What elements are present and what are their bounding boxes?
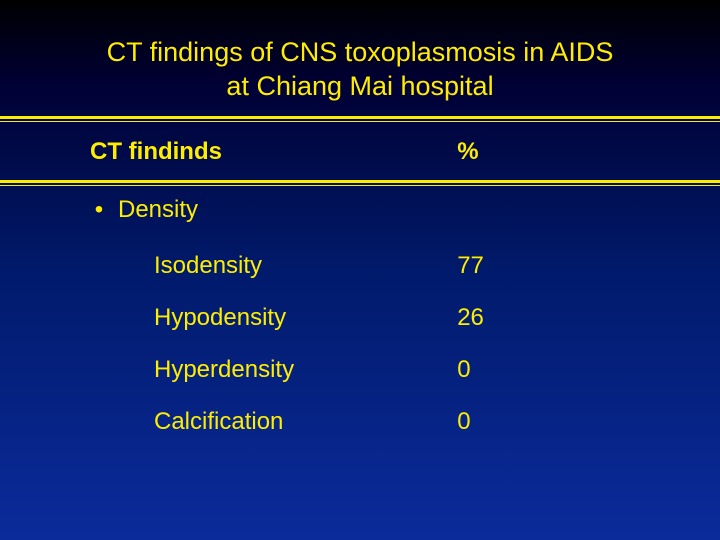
data-rows: Isodensity 77 Hypodensity 26 Hyperdensit… [90,232,630,448]
table-row: Hyperdensity 0 [90,344,630,396]
rule-thick [0,180,720,183]
row-label: Hypodensity [90,304,457,332]
row-label: Isodensity [90,252,457,280]
title-line-1: CT findings of CNS toxoplasmosis in AIDS [107,37,614,67]
table-row: Isodensity 77 [90,240,630,292]
rule-thick [0,116,720,119]
header-value: % [457,138,630,166]
row-label: Calcification [90,408,457,436]
bullet-icon: • [90,196,108,224]
header-label: CT findinds [90,138,457,166]
table-row: Hypodensity 26 [90,292,630,344]
slide: CT findings of CNS toxoplasmosis in AIDS… [0,0,720,540]
table-row: Calcification 0 [90,396,630,448]
table-header-row: CT findinds % [90,122,630,180]
row-value: 0 [457,356,630,384]
row-value: 77 [457,252,630,280]
category-label: Density [118,196,198,224]
category-row: • Density [90,186,630,232]
table: CT findinds % [0,122,720,180]
table-body: • Density Isodensity 77 Hypodensity 26 H… [0,186,720,448]
row-label: Hyperdensity [90,356,457,384]
row-value: 26 [457,304,630,332]
row-value: 0 [457,408,630,436]
slide-title: CT findings of CNS toxoplasmosis in AIDS… [0,36,720,116]
title-line-2: at Chiang Mai hospital [226,71,493,101]
